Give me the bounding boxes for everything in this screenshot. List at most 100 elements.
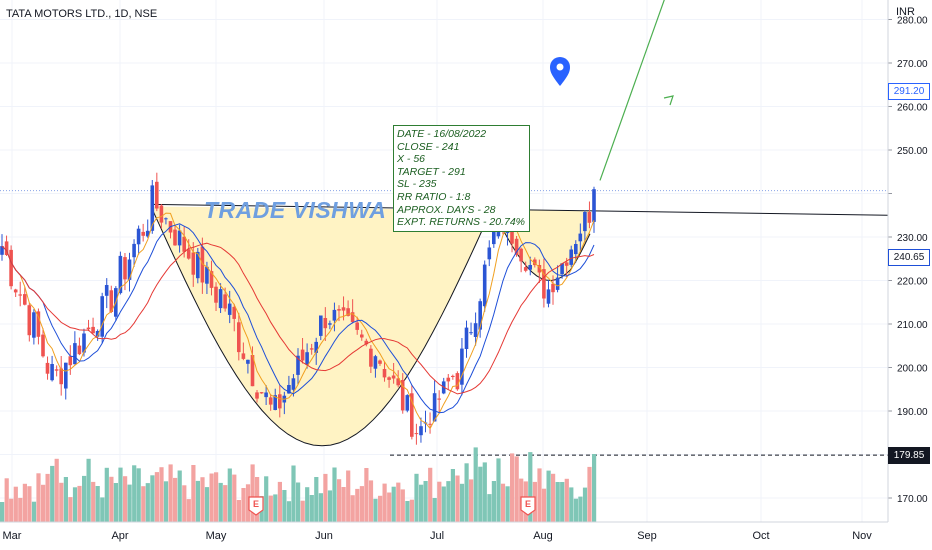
candle-body (528, 265, 532, 270)
volume-bar (337, 479, 342, 522)
candle-body (127, 259, 132, 280)
volume-bar (45, 473, 50, 522)
volume-bar (450, 469, 455, 522)
volume-bar (551, 473, 556, 522)
volume-bar (419, 484, 424, 522)
candle-body (59, 368, 63, 385)
volume-bar (264, 476, 269, 522)
candle-body (246, 359, 250, 364)
arrow-head-icon (663, 95, 674, 106)
ma-slow-line (1, 242, 595, 395)
candle-body (510, 220, 514, 244)
volume-bar (27, 486, 32, 522)
watermark-text: TRADE VISHWA (204, 197, 387, 223)
volume-bar (218, 482, 223, 522)
volume-bar (514, 456, 519, 522)
volume-bar (41, 484, 46, 522)
candle-body (314, 341, 318, 353)
candle-body (186, 249, 191, 259)
y-tick-label: 220.00 (897, 277, 928, 288)
candle-body (205, 266, 209, 284)
candle-body (473, 323, 478, 337)
note-returns: EXPT. RETURNS - 20.74% (397, 216, 525, 229)
volume-bar (136, 468, 141, 522)
candle-body (346, 308, 350, 316)
volume-bar (459, 483, 465, 522)
volume-bar (400, 489, 405, 522)
volume-bar (382, 483, 387, 522)
volume-bar (241, 488, 246, 522)
candle-body (369, 348, 373, 367)
candle-body (250, 355, 255, 387)
price-axis[interactable]: 170.00 190.00 200.00 210.00 220.00 230.00 250.… (887, 0, 928, 522)
volume-bar (305, 487, 310, 522)
map-pin-icon[interactable] (550, 57, 570, 86)
candle-body (410, 393, 414, 437)
volume-bar (546, 470, 551, 522)
volume-bar (378, 495, 383, 522)
volume-bar (569, 487, 574, 522)
candle-body (241, 353, 246, 359)
volume-bar (560, 482, 565, 522)
candle-body (337, 309, 341, 311)
candle-body (177, 230, 182, 246)
volume-bar (318, 493, 323, 522)
candle-body (482, 264, 487, 307)
candle-body (173, 229, 177, 246)
volume-bar (232, 474, 237, 522)
volume-bar (478, 466, 483, 522)
candle-body (50, 364, 54, 381)
volume-bar (296, 482, 301, 522)
volume-bar (227, 468, 232, 522)
candle-body (54, 369, 59, 371)
volume-bar (18, 497, 23, 522)
candle-body (109, 290, 114, 312)
candle-body (132, 243, 136, 258)
volume-bar (346, 470, 351, 522)
volume-bar (141, 486, 146, 522)
candle-body (360, 334, 364, 338)
volume-bar (91, 481, 96, 522)
volume-bar (0, 502, 5, 522)
candle-body (533, 259, 537, 266)
volume-bar (350, 495, 355, 522)
volume-bar (54, 458, 59, 522)
candle-body (551, 283, 555, 293)
volume-bar (163, 481, 169, 522)
candle-body (77, 345, 82, 355)
note-stoploss: SL - 235 (397, 178, 437, 191)
candle-body (492, 231, 496, 245)
candle-body (592, 189, 596, 222)
candle-body (542, 269, 546, 299)
volume-bar (95, 486, 100, 522)
candle-body (268, 397, 273, 405)
candle-body (278, 394, 282, 409)
earnings-icon[interactable]: E (520, 496, 536, 516)
volume-bar (473, 447, 478, 522)
candle-body (428, 423, 432, 425)
time-axis[interactable]: Mar Apr May Jun Jul Aug Sep Oct Nov (0, 521, 888, 542)
candle-body (328, 323, 332, 325)
trade-note-box[interactable]: DATE - 16/08/2022 CLOSE - 241 X - 56 TAR… (393, 125, 530, 232)
candle-body (296, 355, 300, 375)
candle-body (73, 343, 77, 365)
earnings-icon[interactable]: E (248, 496, 264, 516)
volume-bar (168, 464, 173, 522)
candle-body (291, 378, 296, 390)
candle-body (155, 181, 159, 209)
candle-body (200, 246, 205, 283)
volume-bar (77, 485, 82, 522)
volume-bar (209, 473, 214, 522)
target-price-tag: 291.20 (888, 83, 930, 100)
volume-bar (268, 495, 273, 522)
x-tick-label: Oct (752, 530, 769, 542)
candle-body (400, 380, 405, 411)
candle-body (45, 362, 50, 374)
volume-bar (59, 482, 64, 522)
volume-bar (86, 458, 91, 522)
x-tick-label: Nov (852, 530, 872, 542)
volume-bar (186, 499, 191, 522)
volume-bar (528, 452, 533, 522)
